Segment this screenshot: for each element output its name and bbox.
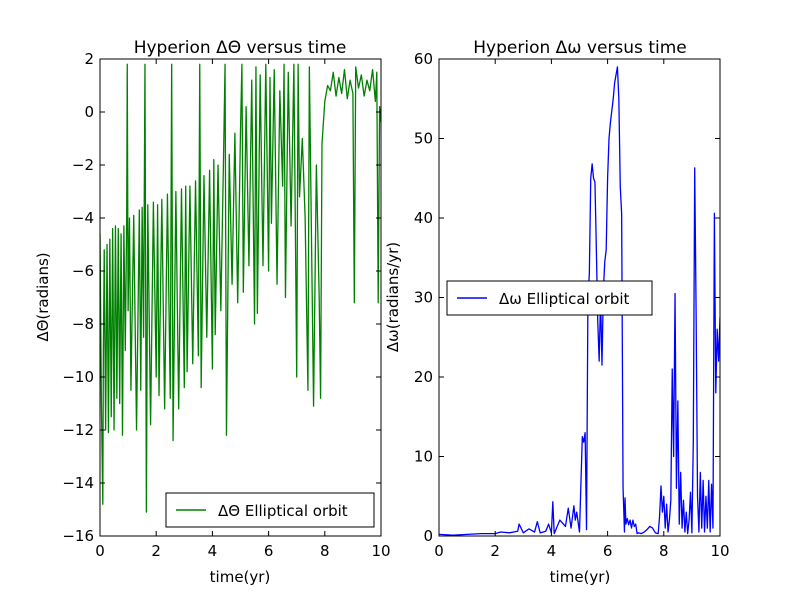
theta-chart-plot-area: 0 2 4 6 8 10 −16 −14 −12 −10 −8 −6 −4 −2 0 2 (62, 50, 390, 560)
theta-chart-ytick-label: −12 (62, 421, 94, 439)
theta-chart-axes-frame (99, 58, 382, 537)
theta-chart-xtick-label: 10 (371, 542, 390, 560)
theta-chart-series-line-0 (100, 63, 381, 513)
omega-chart-ytick-label: 30 (414, 289, 433, 307)
theta-chart-ytick-label: −2 (72, 156, 94, 174)
theta-chart-xtick-label: 4 (208, 542, 218, 560)
theta-chart-legend-label: ΔΘ Elliptical orbit (218, 502, 348, 520)
theta-chart-ytick-label: −8 (72, 315, 94, 333)
omega-chart-xtick-label: 8 (659, 542, 669, 560)
theta-chart-xtick-label: 2 (151, 542, 161, 560)
omega-chart-xtick-label: 2 (490, 542, 500, 560)
theta-chart-xtick-label: 6 (264, 542, 274, 560)
theta-chart-legend: ΔΘ Elliptical orbit (165, 492, 375, 528)
omega-chart-ytick-label: 10 (414, 448, 433, 466)
omega-chart-plot-area: 0 2 4 6 8 10 0 10 20 30 40 50 60 (414, 50, 730, 560)
omega-chart-xtick-label: 0 (434, 542, 444, 560)
omega-chart-ytick-label: 60 (414, 50, 433, 68)
omega-chart-xlabel: time(yr) (550, 568, 611, 586)
omega-chart-title: Hyperion Δω versus time (473, 38, 686, 58)
omega-chart-ytick-label: 40 (414, 209, 433, 227)
omega-chart-legend-label: Δω Elliptical orbit (499, 290, 630, 308)
omega-chart-legend: Δω Elliptical orbit (446, 280, 653, 316)
theta-chart: Hyperion ΔΘ versus time 0 2 4 6 8 10 −16 −14 −12… (34, 38, 391, 586)
theta-chart-ytick-label: −14 (62, 474, 94, 492)
theta-chart-ytick-label: −16 (62, 527, 94, 545)
omega-chart-xtick-label: 6 (603, 542, 613, 560)
omega-chart: Hyperion Δω versus time 0 2 4 6 8 10 0 10 20 30 40… (384, 38, 730, 586)
omega-chart-ylabel: Δω(radians/yr) (384, 242, 402, 352)
theta-chart-ylabel: ΔΘ(radians) (34, 252, 52, 341)
theta-chart-xtick-label: 8 (320, 542, 330, 560)
theta-chart-title: Hyperion ΔΘ versus time (134, 38, 347, 58)
theta-chart-ytick-label: 2 (84, 50, 94, 68)
omega-chart-ytick-label: 20 (414, 368, 433, 386)
omega-chart-ytick-label: 0 (423, 527, 433, 545)
theta-chart-xtick-label: 0 (95, 542, 105, 560)
theta-chart-ytick-label: 0 (84, 103, 94, 121)
omega-chart-series-line-0 (439, 66, 720, 536)
omega-chart-xtick-label: 10 (710, 542, 729, 560)
theta-chart-ytick-label: −6 (72, 262, 94, 280)
omega-chart-xtick-label: 4 (547, 542, 557, 560)
theta-chart-ytick-label: −10 (62, 368, 94, 386)
theta-chart-ytick-label: −4 (72, 209, 94, 227)
omega-chart-ytick-label: 50 (414, 130, 433, 148)
theta-chart-xlabel: time(yr) (210, 568, 271, 586)
